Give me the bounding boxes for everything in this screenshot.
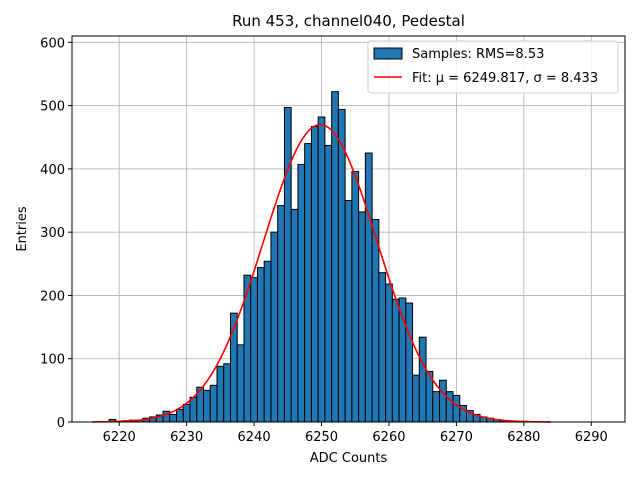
legend-box <box>367 40 619 94</box>
y-axis-label: Entries <box>15 206 30 252</box>
histogram-bar <box>452 394 461 423</box>
histogram-bar <box>209 384 218 423</box>
histogram-bar <box>412 374 420 423</box>
plot-frame <box>71 35 626 423</box>
legend: Samples: RMS=8.53 Fit: μ = 6249.817, σ =… <box>367 40 619 94</box>
histogram-bar <box>439 379 447 423</box>
histogram-bar <box>351 170 360 423</box>
x-tick-label: 6240 <box>238 430 271 445</box>
histogram-bar <box>310 125 319 423</box>
histogram-bar <box>337 108 346 423</box>
histogram-bar <box>324 144 333 423</box>
histogram-bar <box>371 219 380 423</box>
histogram-bar <box>297 163 306 423</box>
histogram-bar <box>277 205 285 423</box>
x-axis-ticks: 6220 6230 6240 6250 6260 6270 6280 6290 <box>103 422 608 445</box>
x-tick-label: 6290 <box>575 430 608 445</box>
histogram-bar <box>290 208 299 423</box>
histogram-bar <box>445 391 454 423</box>
y-tick-label: 400 <box>40 163 65 178</box>
histogram-bar <box>331 91 339 423</box>
y-tick-label: 200 <box>40 289 65 304</box>
x-tick-label: 6220 <box>103 430 136 445</box>
histogram-bar <box>270 231 279 423</box>
x-tick-label: 6250 <box>305 430 338 445</box>
histogram-bar <box>182 403 191 423</box>
histogram-bar <box>263 260 272 423</box>
x-tick-label: 6230 <box>170 430 203 445</box>
histogram-bar <box>344 200 353 423</box>
legend-fit-label: Fit: μ = 6249.817, σ = 8.433 <box>412 71 598 86</box>
y-tick-label: 100 <box>40 353 65 368</box>
chart-title: Run 453, channel040, Pedestal <box>232 12 465 30</box>
histogram-bar <box>364 152 373 423</box>
histogram-bar <box>317 116 326 423</box>
histogram-bar <box>256 267 265 423</box>
histogram-bar <box>432 391 441 423</box>
histogram-bar <box>385 283 393 423</box>
x-tick-label: 6280 <box>507 430 540 445</box>
histogram-bar <box>176 408 184 423</box>
histogram-bar <box>378 272 387 423</box>
histogram-bar <box>283 107 292 423</box>
x-tick-label: 6260 <box>372 430 405 445</box>
histogram-bar <box>250 277 258 423</box>
x-axis-label: ADC Counts <box>310 451 388 466</box>
histogram-bar <box>418 336 427 423</box>
histogram-bar <box>391 298 400 423</box>
y-tick-label: 600 <box>40 36 65 51</box>
y-tick-label: 300 <box>40 226 65 241</box>
y-tick-label: 0 <box>57 416 65 431</box>
y-tick-label: 500 <box>40 100 65 115</box>
histogram-bar <box>216 365 225 423</box>
grid-lines <box>72 36 625 423</box>
legend-bar-swatch <box>373 47 403 60</box>
gaussian-fit-curve <box>92 123 551 423</box>
y-axis-ticks: 0 100 200 300 400 500 600 <box>40 36 72 431</box>
x-tick-label: 6270 <box>440 430 473 445</box>
histogram-bar <box>169 413 178 423</box>
histogram-bar <box>223 363 231 423</box>
histogram-bar <box>358 211 366 423</box>
histogram-bars <box>108 91 528 423</box>
histogram-bar <box>189 396 198 423</box>
histogram-bar <box>405 302 414 423</box>
legend-samples-label: Samples: RMS=8.53 <box>412 47 544 62</box>
histogram-bar <box>304 143 312 423</box>
histogram-bar <box>236 344 245 423</box>
histogram-bar <box>203 389 211 423</box>
